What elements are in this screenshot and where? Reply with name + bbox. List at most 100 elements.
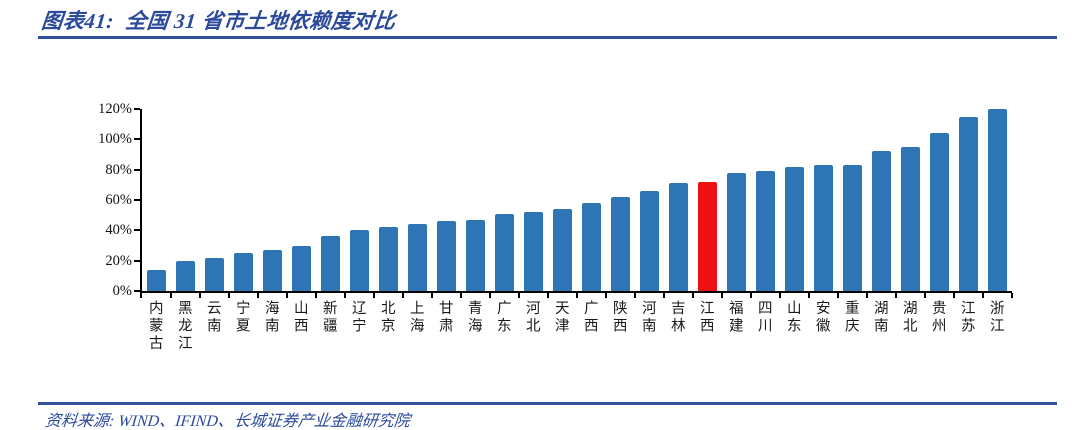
bar bbox=[524, 212, 543, 291]
bar-column bbox=[461, 109, 491, 298]
footer-rule bbox=[38, 402, 1057, 405]
bar-column bbox=[345, 109, 375, 298]
bar bbox=[205, 257, 224, 291]
bar-column bbox=[925, 109, 955, 298]
x-axis-label: 辽宁 bbox=[349, 300, 366, 335]
y-axis-tick bbox=[134, 108, 140, 110]
x-axis-tick bbox=[373, 293, 375, 298]
x-axis-tick bbox=[547, 293, 549, 298]
bar bbox=[843, 165, 862, 291]
bar-highlighted bbox=[698, 181, 717, 291]
bar-column bbox=[751, 109, 781, 298]
bar-column bbox=[780, 109, 810, 298]
bar bbox=[988, 109, 1007, 291]
x-axis-label: 青海 bbox=[465, 300, 482, 335]
x-axis-tick bbox=[286, 293, 288, 298]
x-axis-tick bbox=[837, 293, 839, 298]
bar bbox=[930, 133, 949, 291]
bar-column bbox=[664, 109, 694, 298]
bar-column bbox=[142, 109, 172, 298]
bar-column bbox=[171, 109, 201, 298]
x-axis-tick bbox=[460, 293, 462, 298]
x-axis-label: 陕西 bbox=[610, 300, 627, 335]
figure-title: 图表41: 全国 31 省市土地依赖度对比 bbox=[40, 9, 397, 33]
x-axis-label: 湖南 bbox=[871, 300, 888, 335]
x-axis-tick bbox=[866, 293, 868, 298]
bar bbox=[582, 203, 601, 291]
bar bbox=[901, 146, 920, 291]
x-axis-label: 安徽 bbox=[813, 300, 830, 335]
x-axis-label: 广西 bbox=[581, 300, 598, 335]
y-axis-label: 60% bbox=[105, 192, 132, 208]
bar-column bbox=[809, 109, 839, 298]
bar bbox=[756, 171, 775, 291]
bar-column bbox=[490, 109, 520, 298]
bar-column bbox=[432, 109, 462, 298]
y-axis-label: 0% bbox=[112, 283, 132, 299]
x-axis-label: 福建 bbox=[726, 300, 743, 335]
x-axis-label: 甘肃 bbox=[436, 300, 453, 335]
bar bbox=[959, 116, 978, 291]
x-axis-label: 宁夏 bbox=[233, 300, 250, 335]
bar-column bbox=[200, 109, 230, 298]
bar bbox=[466, 219, 485, 291]
x-axis-tick bbox=[924, 293, 926, 298]
y-axis-label: 40% bbox=[105, 222, 132, 239]
x-axis-label: 山西 bbox=[291, 300, 308, 335]
y-axis-tick bbox=[134, 199, 140, 201]
x-axis-label: 河南 bbox=[639, 300, 656, 335]
bar bbox=[727, 172, 746, 291]
x-axis-label: 黑龙江 bbox=[175, 300, 192, 353]
bar-column bbox=[635, 109, 665, 298]
x-axis-tick bbox=[344, 293, 346, 298]
x-axis-tick bbox=[431, 293, 433, 298]
x-axis-tick bbox=[315, 293, 317, 298]
bar bbox=[611, 196, 630, 291]
x-axis-tick bbox=[489, 293, 491, 298]
x-axis-labels: 内蒙古 黑龙江 云南 宁夏 海南 山西 新疆 辽宁 北京 上海 甘肃 青海 广东 河北 天津 广西 陕西 河南 吉林… bbox=[140, 300, 1010, 353]
bar-column bbox=[229, 109, 259, 298]
x-axis-tick bbox=[518, 293, 520, 298]
x-axis-tick bbox=[199, 293, 201, 298]
x-axis-label: 上海 bbox=[407, 300, 424, 335]
bar bbox=[640, 190, 659, 291]
bar-column bbox=[606, 109, 636, 298]
y-axis-tick bbox=[134, 138, 140, 141]
x-axis-tick bbox=[895, 293, 897, 298]
x-axis-tick bbox=[605, 293, 607, 298]
x-axis-label: 四川 bbox=[755, 300, 772, 335]
bar-column bbox=[838, 109, 868, 298]
bar bbox=[408, 224, 427, 291]
x-axis-label: 海南 bbox=[262, 300, 279, 335]
x-axis-label: 江苏 bbox=[958, 300, 975, 335]
y-axis-label: 100% bbox=[98, 131, 132, 148]
bar bbox=[437, 221, 456, 291]
bar-column bbox=[316, 109, 346, 298]
x-axis-label: 内蒙古 bbox=[146, 300, 163, 353]
bar-column bbox=[287, 109, 317, 298]
bar-column bbox=[577, 109, 607, 298]
x-axis-tick bbox=[721, 293, 723, 298]
x-axis-label: 新疆 bbox=[320, 300, 337, 335]
bar bbox=[321, 236, 340, 291]
x-axis-label: 天津 bbox=[552, 300, 569, 335]
bar bbox=[350, 230, 369, 291]
y-axis-label: 120% bbox=[98, 101, 132, 117]
bar bbox=[785, 166, 804, 291]
x-axis-tick bbox=[576, 293, 578, 298]
x-axis-tick bbox=[170, 293, 172, 298]
x-axis-label: 河北 bbox=[523, 300, 540, 335]
x-axis-label: 江西 bbox=[697, 300, 714, 335]
x-axis-label: 重庆 bbox=[842, 300, 859, 335]
x-axis-label: 云南 bbox=[204, 300, 221, 335]
y-axis-tick bbox=[134, 229, 140, 232]
y-axis-tick bbox=[134, 290, 140, 292]
bar-chart-plot-area: 0% 20% 40% 60% 80% 100% 120% bbox=[98, 102, 1013, 298]
bar-column bbox=[519, 109, 549, 298]
x-axis-tick bbox=[779, 293, 781, 298]
x-axis-label: 吉林 bbox=[668, 300, 685, 335]
x-axis-tick bbox=[257, 293, 259, 298]
bar bbox=[379, 227, 398, 291]
bar-column bbox=[548, 109, 578, 298]
